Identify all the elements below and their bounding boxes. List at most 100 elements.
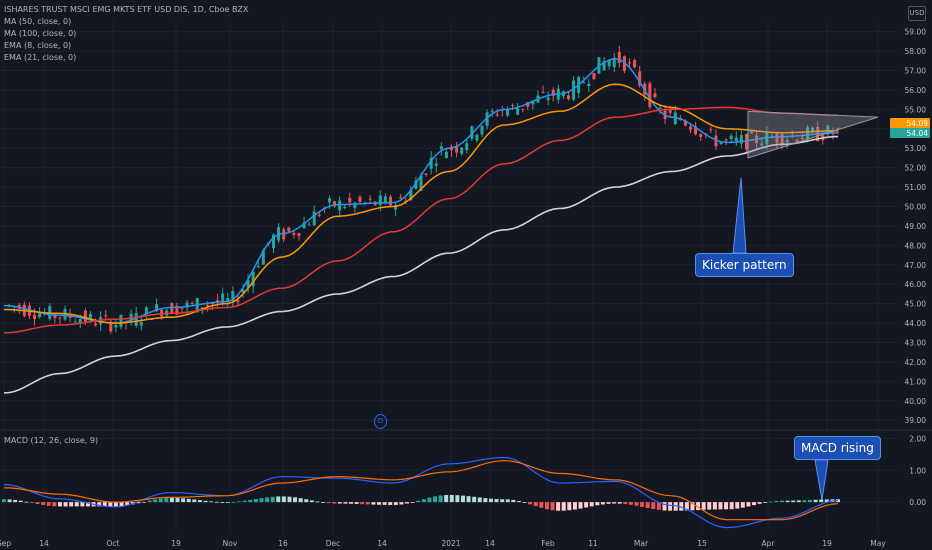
currency-badge[interactable]: USD xyxy=(908,6,926,21)
x-tick-label: Nov xyxy=(223,539,238,548)
y-tick-label: 50.00 xyxy=(905,203,927,212)
candle-up xyxy=(429,157,433,169)
chart-legend: ISHARES TRUST MSCI EMG MKTS ETF USD DIS,… xyxy=(4,4,248,64)
candle-down xyxy=(617,51,621,63)
macd-histogram-bar xyxy=(427,497,432,503)
candle-up xyxy=(826,125,830,135)
macd-histogram-bar xyxy=(231,501,236,503)
macd-histogram-bar xyxy=(248,499,253,503)
macd-histogram-bar xyxy=(293,497,298,503)
macd-histogram-bar xyxy=(141,501,146,503)
candle-up xyxy=(439,146,443,150)
x-tick-label: 11 xyxy=(588,539,598,548)
legend-item-ema21[interactable]: EMA (21, close, 0) xyxy=(4,53,77,62)
candle-up xyxy=(505,109,509,116)
candle-up xyxy=(251,271,255,287)
candle-down xyxy=(526,102,530,107)
candle-up xyxy=(327,198,331,203)
x-tick-label: May xyxy=(870,539,886,548)
macd-histogram-bar xyxy=(125,502,130,506)
candle-down xyxy=(358,196,362,202)
macd-histogram-bar xyxy=(298,498,303,503)
candle-up xyxy=(470,126,474,139)
macd-histogram-bar xyxy=(309,500,314,503)
macd-histogram-bar xyxy=(808,499,813,503)
macd-histogram-bar xyxy=(740,502,745,508)
macd-histogram-bar xyxy=(483,498,488,503)
macd-histogram-bar xyxy=(539,502,544,508)
x-tick-label: 14 xyxy=(377,539,387,548)
macd-histogram-bar xyxy=(824,499,829,503)
candle-up xyxy=(546,97,550,101)
y-tick-label: 53.00 xyxy=(905,144,927,153)
candle-up xyxy=(460,147,464,154)
legend-item-ma50[interactable]: MA (50, close, 0) xyxy=(4,17,72,26)
y-tick-label: 58.00 xyxy=(905,47,927,56)
candle-down xyxy=(236,300,240,303)
candle-down xyxy=(831,132,835,135)
candle-up xyxy=(419,175,423,191)
legend-item-ma100[interactable]: MA (100, close, 0) xyxy=(4,29,77,38)
candle-down xyxy=(714,135,718,147)
macd-histogram-bar xyxy=(444,495,449,503)
candle-down xyxy=(292,232,296,235)
macd-histogram-bar xyxy=(505,499,510,503)
x-tick-label: Mar xyxy=(634,539,649,548)
macd-histogram-bar xyxy=(377,502,382,505)
macd-histogram-bar xyxy=(595,502,600,506)
candle-up xyxy=(38,313,42,318)
macd-histogram-bar xyxy=(701,502,706,510)
macd-histogram-bar xyxy=(192,499,197,503)
ema21-line xyxy=(3,83,839,324)
macd-histogram-bar xyxy=(326,502,331,504)
legend-item-ema8[interactable]: EMA (8, close, 0) xyxy=(4,41,72,50)
macd-label[interactable]: MACD (12, 26, close, 9) xyxy=(4,436,99,445)
candle-up xyxy=(272,234,276,249)
candle-down xyxy=(780,134,784,146)
macd-histogram-bar xyxy=(119,502,124,507)
y-tick-label: 57.00 xyxy=(905,67,927,76)
macd-histogram-bar xyxy=(668,502,673,511)
y-tick-label: 49.00 xyxy=(905,222,927,231)
macd-histogram-bar xyxy=(500,499,505,503)
macd-histogram-bar xyxy=(113,502,118,507)
macd-histogram-bar xyxy=(371,502,376,505)
macd-histogram-bar xyxy=(153,499,158,503)
candle-up xyxy=(353,202,357,208)
macd-histogram-bar xyxy=(181,498,186,503)
macd-histogram-bar xyxy=(561,502,566,511)
macd-histogram-bar xyxy=(2,499,6,503)
candle-up xyxy=(602,61,606,71)
y-tick-label: 40.00 xyxy=(905,397,927,406)
macd-histogram-bar xyxy=(645,502,650,509)
candle-down xyxy=(348,197,352,203)
macd-histogram-bar xyxy=(164,497,169,503)
y-tick-label: 44.00 xyxy=(905,319,927,328)
y-tick-label: 42.00 xyxy=(905,358,927,367)
macd-histogram-bar xyxy=(108,502,113,507)
candle-down xyxy=(724,139,728,141)
y-tick-label: 47.00 xyxy=(905,261,927,270)
candle-up xyxy=(734,137,738,142)
candle-down xyxy=(683,120,687,126)
candle-down xyxy=(180,307,184,309)
candle-down xyxy=(333,201,337,207)
candle-down xyxy=(653,93,657,98)
price-tag-label: 54.09 xyxy=(907,119,929,128)
candle-down xyxy=(694,126,698,135)
candle-up xyxy=(587,83,591,87)
macd-histogram-bar xyxy=(780,500,785,503)
macd-callout-pointer xyxy=(814,459,829,501)
candle-up xyxy=(444,151,448,159)
dividend-event-icon[interactable]: D xyxy=(374,414,387,429)
candle-down xyxy=(170,303,174,314)
candle-down xyxy=(94,323,98,326)
macd-histogram-bar xyxy=(724,502,729,510)
candle-up xyxy=(531,100,535,105)
macd-histogram-bar xyxy=(432,496,437,503)
macd-histogram-bar xyxy=(321,502,326,503)
macd-histogram-bar xyxy=(287,496,292,503)
macd-histogram-bar xyxy=(360,502,365,505)
candle-up xyxy=(383,196,387,204)
macd-histogram-bar xyxy=(813,499,818,503)
